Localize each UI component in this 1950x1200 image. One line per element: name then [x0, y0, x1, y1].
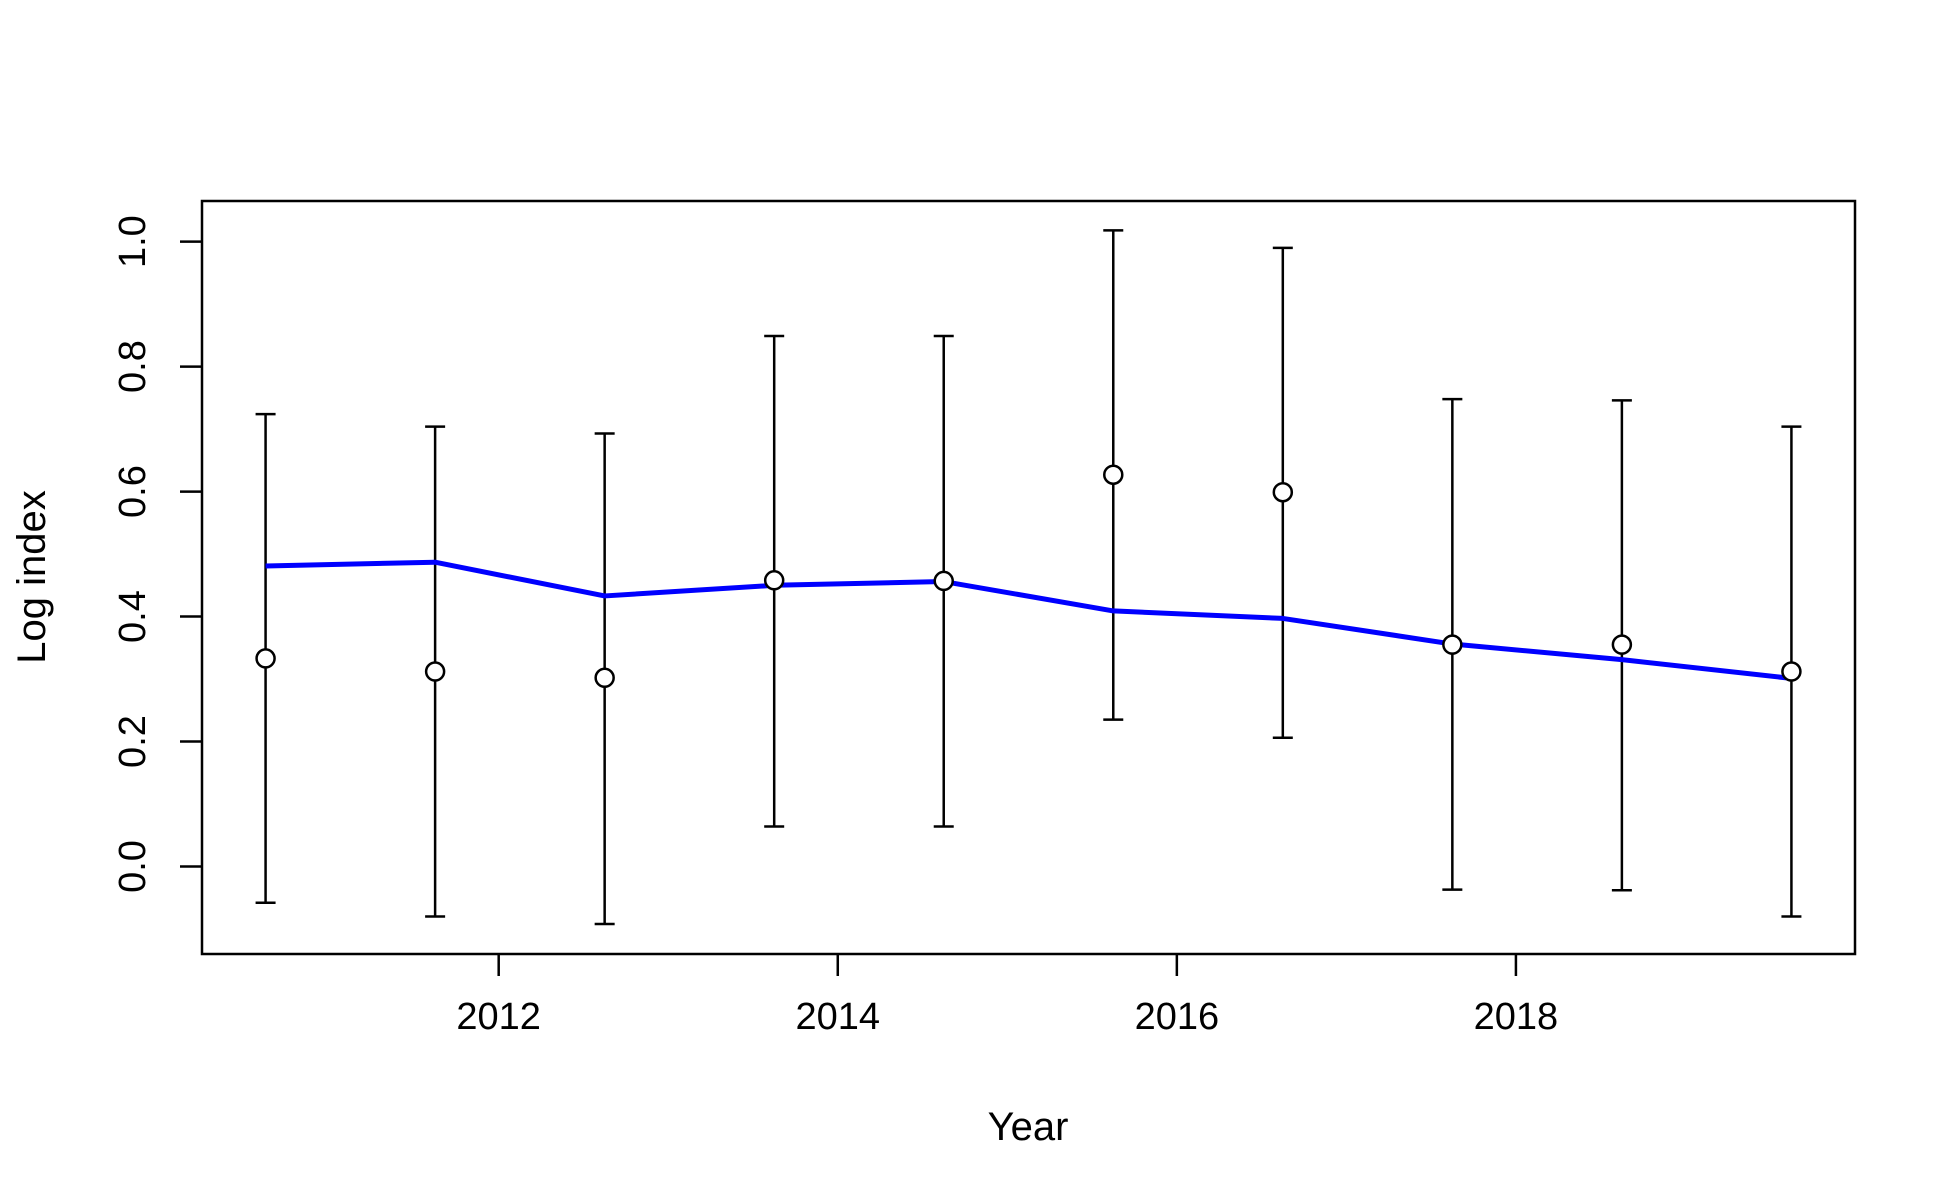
y-tick-label-1: 0.2 — [112, 715, 154, 768]
point-7 — [1442, 634, 1463, 655]
point-9 — [1781, 661, 1802, 682]
y-tick-label-3: 0.6 — [112, 465, 154, 518]
x-tick-label-1: 2014 — [795, 996, 880, 1038]
x-axis-label: Year — [988, 1105, 1069, 1149]
point-5 — [1103, 464, 1124, 485]
y-tick-label-5: 1.0 — [112, 215, 154, 268]
point-0 — [255, 648, 276, 669]
fitted-line-group — [265, 559, 1792, 681]
x-tick-label-3: 2018 — [1474, 996, 1559, 1038]
point-4 — [933, 570, 954, 592]
point-8 — [1611, 634, 1633, 655]
observed-points — [255, 464, 1802, 689]
x-axis: 2012 2014 2016 2018 — [456, 954, 1558, 1038]
y-tick-label-4: 0.8 — [112, 340, 154, 393]
y-tick-label-0: 0.0 — [112, 840, 154, 893]
fitted-line — [265, 559, 1792, 681]
point-2 — [594, 667, 615, 689]
error-bars — [255, 229, 1802, 926]
point-3 — [763, 570, 785, 591]
y-axis: 0.0 0.2 0.4 0.6 0.8 1.0 — [112, 215, 202, 893]
point-6 — [1272, 481, 1294, 503]
x-tick-label-0: 2012 — [456, 996, 541, 1038]
y-axis-label: Log index — [10, 490, 54, 663]
y-tick-label-2: 0.4 — [112, 590, 154, 643]
plot-frame — [200, 199, 1857, 956]
x-tick-label-2: 2016 — [1135, 996, 1220, 1038]
point-1 — [424, 661, 446, 682]
